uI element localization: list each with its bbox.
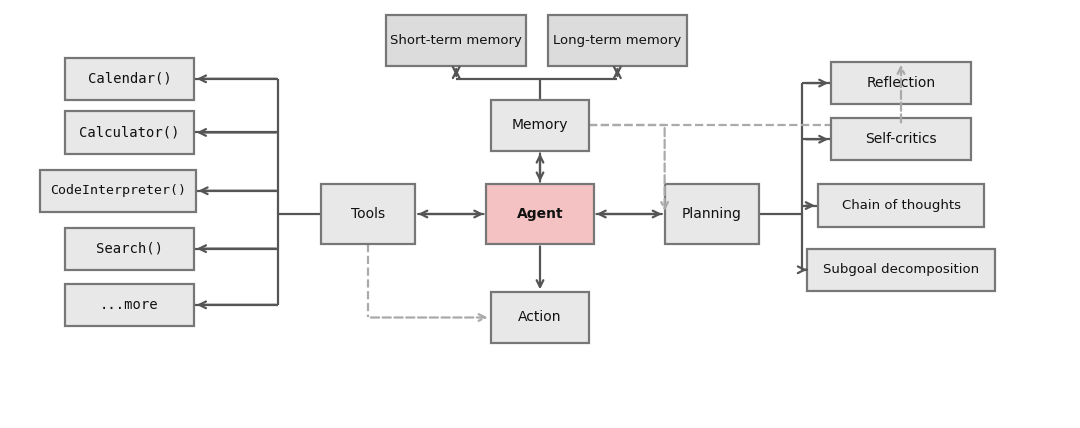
FancyBboxPatch shape (65, 284, 194, 326)
FancyBboxPatch shape (486, 184, 594, 244)
Text: Subgoal decomposition: Subgoal decomposition (823, 263, 980, 276)
FancyBboxPatch shape (832, 118, 971, 160)
FancyBboxPatch shape (832, 62, 971, 104)
Text: Agent: Agent (516, 207, 564, 221)
Text: ...more: ...more (100, 298, 159, 312)
FancyBboxPatch shape (490, 292, 590, 343)
FancyBboxPatch shape (807, 249, 995, 291)
FancyBboxPatch shape (490, 100, 590, 151)
Text: Long-term memory: Long-term memory (553, 34, 681, 48)
Text: Tools: Tools (351, 207, 386, 221)
FancyBboxPatch shape (321, 184, 416, 244)
FancyBboxPatch shape (65, 58, 194, 100)
FancyBboxPatch shape (548, 15, 687, 66)
FancyBboxPatch shape (65, 111, 194, 154)
Text: Action: Action (518, 310, 562, 324)
FancyBboxPatch shape (40, 169, 195, 212)
Text: Chain of thoughts: Chain of thoughts (841, 199, 960, 212)
Text: Self-critics: Self-critics (865, 132, 936, 146)
FancyBboxPatch shape (387, 15, 526, 66)
FancyBboxPatch shape (65, 228, 194, 270)
Text: CodeInterpreter(): CodeInterpreter() (50, 184, 186, 197)
FancyBboxPatch shape (664, 184, 759, 244)
Text: Calendar(): Calendar() (87, 72, 172, 86)
FancyBboxPatch shape (818, 184, 984, 227)
Text: Reflection: Reflection (866, 76, 935, 90)
Text: Short-term memory: Short-term memory (390, 34, 522, 48)
Text: Planning: Planning (681, 207, 742, 221)
Text: Search(): Search() (96, 242, 163, 256)
Text: Memory: Memory (512, 118, 568, 132)
Text: Calculator(): Calculator() (79, 125, 179, 140)
